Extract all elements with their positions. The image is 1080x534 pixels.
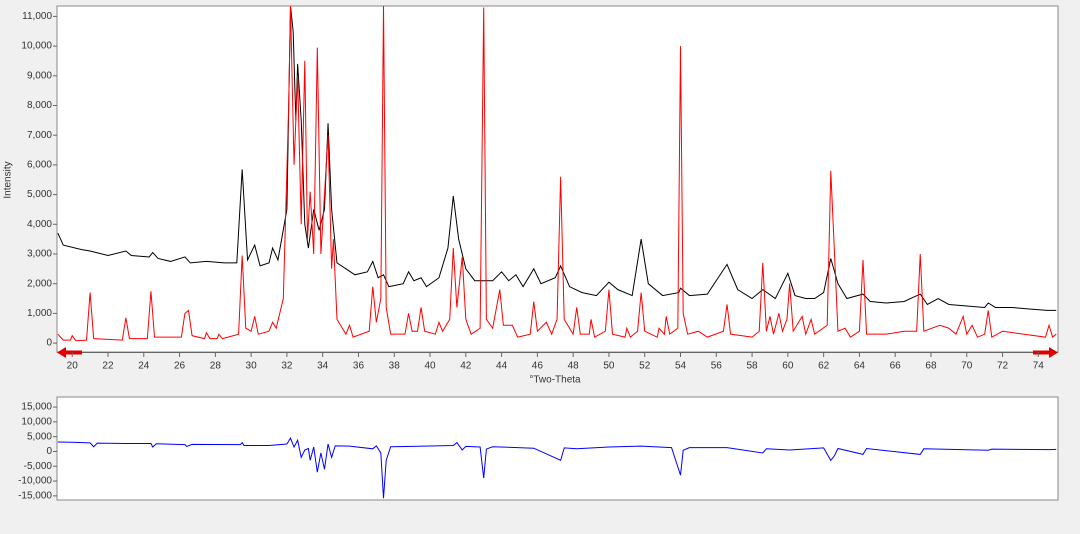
- x-tick-label: 64: [854, 361, 866, 372]
- x-tick-label: 36: [353, 361, 365, 372]
- y-tick-label: -5,000: [24, 461, 53, 472]
- y-tick-label: 1,000: [27, 308, 52, 319]
- y-axis-label: Intensity: [3, 161, 14, 198]
- x-tick-label: 30: [246, 361, 258, 372]
- x-tick-label: 34: [317, 361, 329, 372]
- y-tick-label: 10,000: [21, 41, 52, 52]
- x-tick-label: 68: [925, 361, 937, 372]
- x-tick-label: 28: [210, 361, 222, 372]
- x-tick-label: 70: [961, 361, 973, 372]
- y-tick-label: 0: [46, 338, 52, 349]
- x-tick-label: 42: [460, 361, 472, 372]
- y-tick-label: 5,000: [27, 189, 52, 200]
- x-tick-label: 52: [639, 361, 651, 372]
- y-tick-label: 0: [46, 446, 52, 457]
- y-tick-label: -15,000: [18, 490, 52, 501]
- series-line: [57, 437, 1057, 499]
- x-tick-label: 56: [711, 361, 723, 372]
- scroll-left-arrow[interactable]: [57, 347, 82, 358]
- x-tick-label: 40: [424, 361, 436, 372]
- x-tick-label: 24: [138, 361, 150, 372]
- difference-plot-area: [56, 396, 1059, 501]
- y-tick-label: 10,000: [21, 417, 52, 428]
- scroll-right-arrow[interactable]: [1033, 347, 1058, 358]
- x-tick-label: 48: [568, 361, 580, 372]
- main-series: [57, 6, 1057, 342]
- x-tick-label: 72: [997, 361, 1009, 372]
- x-tick-label: 66: [890, 361, 902, 372]
- x-tick-label: 26: [174, 361, 186, 372]
- x-axis-label: °Two-Theta: [529, 375, 581, 386]
- series-line: [57, 6, 1057, 311]
- y-tick-label: 2,000: [27, 278, 52, 289]
- y-tick-label: 6,000: [27, 160, 52, 171]
- y-tick-label: 8,000: [27, 100, 52, 111]
- y-tick-label: 3,000: [27, 249, 52, 260]
- x-tick-label: 74: [1033, 361, 1045, 372]
- x-tick-label: 62: [818, 361, 830, 372]
- x-tick-label: 22: [102, 361, 114, 372]
- x-tick-label: 20: [67, 361, 79, 372]
- x-tick-label: 60: [782, 361, 794, 372]
- y-tick-label: 11,000: [22, 11, 52, 22]
- x-tick-label: 50: [603, 361, 615, 372]
- series-line: [57, 6, 1057, 342]
- y-tick-label: 9,000: [27, 70, 52, 81]
- y-tick-label: -10,000: [18, 476, 52, 487]
- x-tick-label: 46: [532, 361, 544, 372]
- x-tick-label: 32: [281, 361, 293, 372]
- x-tick-label: 44: [496, 361, 508, 372]
- y-tick-label: 7,000: [27, 130, 52, 141]
- x-tick-label: 54: [675, 361, 687, 372]
- y-tick-label: 5,000: [27, 431, 52, 442]
- y-tick-label: 15,000: [21, 402, 52, 413]
- difference-series: [57, 437, 1057, 499]
- x-tick-label: 38: [389, 361, 401, 372]
- x-tick-label: 58: [747, 361, 759, 372]
- y-tick-label: 4,000: [27, 219, 52, 230]
